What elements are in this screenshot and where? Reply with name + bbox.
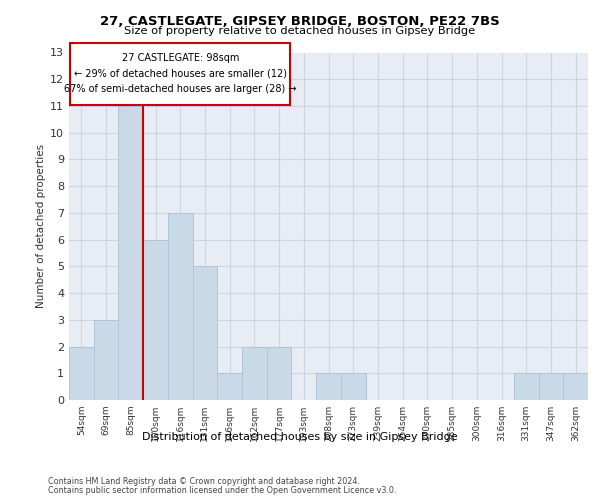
FancyBboxPatch shape — [70, 43, 290, 104]
Bar — [267, 346, 292, 400]
Bar — [69, 346, 94, 400]
Text: 27 CASTLEGATE: 98sqm
← 29% of detached houses are smaller (12)
67% of semi-detac: 27 CASTLEGATE: 98sqm ← 29% of detached h… — [64, 54, 296, 94]
Y-axis label: Number of detached properties: Number of detached properties — [36, 144, 46, 308]
Bar — [118, 106, 143, 400]
Bar — [94, 320, 118, 400]
Text: 27, CASTLEGATE, GIPSEY BRIDGE, BOSTON, PE22 7BS: 27, CASTLEGATE, GIPSEY BRIDGE, BOSTON, P… — [100, 15, 500, 28]
Bar — [143, 240, 168, 400]
Text: Contains HM Land Registry data © Crown copyright and database right 2024.: Contains HM Land Registry data © Crown c… — [48, 478, 360, 486]
Bar — [341, 374, 365, 400]
Bar — [193, 266, 217, 400]
Bar — [168, 213, 193, 400]
Bar — [316, 374, 341, 400]
Text: Contains public sector information licensed under the Open Government Licence v3: Contains public sector information licen… — [48, 486, 397, 495]
Bar — [563, 374, 588, 400]
Text: Size of property relative to detached houses in Gipsey Bridge: Size of property relative to detached ho… — [124, 26, 476, 36]
Bar — [539, 374, 563, 400]
Text: Distribution of detached houses by size in Gipsey Bridge: Distribution of detached houses by size … — [142, 432, 458, 442]
Bar — [217, 374, 242, 400]
Bar — [514, 374, 539, 400]
Bar — [242, 346, 267, 400]
